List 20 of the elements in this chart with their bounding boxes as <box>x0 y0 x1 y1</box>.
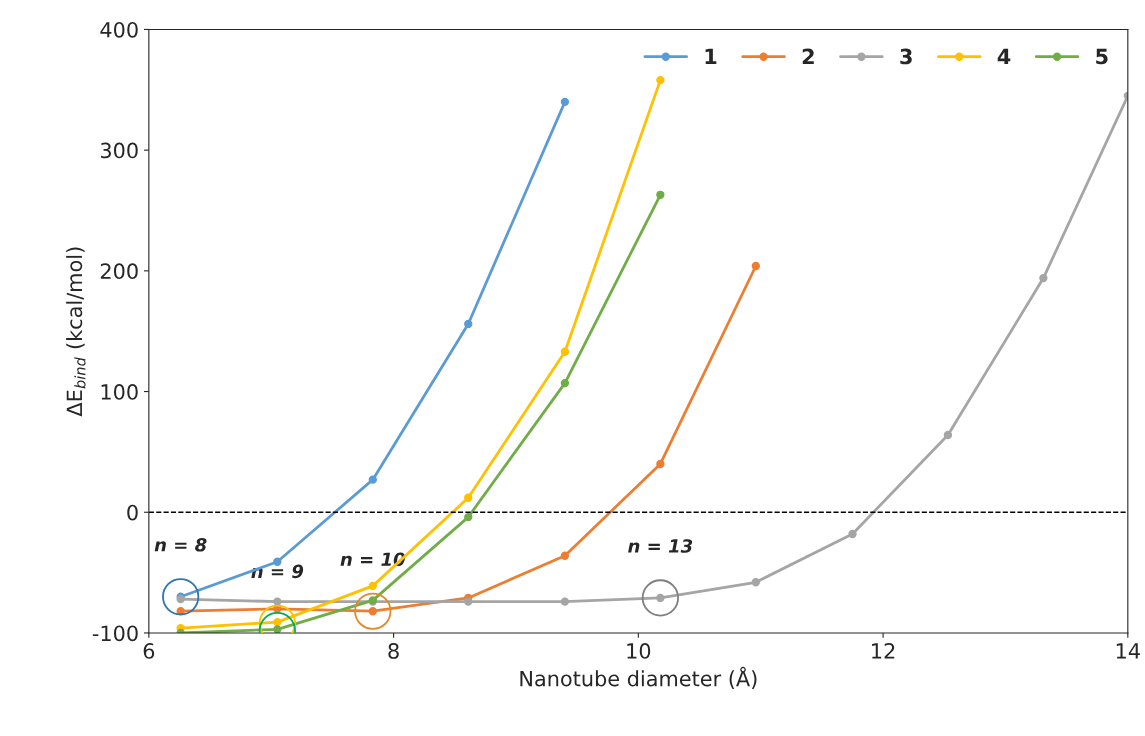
annotation: n = 8 <box>154 537 207 552</box>
legend-label: 5 <box>1096 48 1108 65</box>
x-tick-label: 14 <box>1116 643 1140 659</box>
legend-label: 4 <box>997 48 1011 65</box>
y-tick-label: 200 <box>100 263 138 280</box>
y-tick-label: 0 <box>127 504 138 521</box>
legend-label: 1 <box>705 48 717 65</box>
y-axis-title: ΔE$_{bind}$ (kcal/mol) <box>66 247 86 417</box>
x-tick-label: 8 <box>388 643 399 659</box>
x-tick-label: 12 <box>872 643 895 659</box>
x-tick-label: 10 <box>627 643 651 659</box>
x-tick-label: 6 <box>143 643 155 659</box>
legend-label: 3 <box>900 48 912 65</box>
annotation: n = 13 <box>628 539 693 553</box>
legend-label: 2 <box>802 48 814 65</box>
x-axis-title: Nanotube diameter (Å) <box>520 666 757 689</box>
y-tick-label: 100 <box>101 384 138 400</box>
y-tick-label: 300 <box>100 142 138 159</box>
y-tick-label: 400 <box>100 21 138 38</box>
y-tick-label: -100 <box>92 625 138 642</box>
